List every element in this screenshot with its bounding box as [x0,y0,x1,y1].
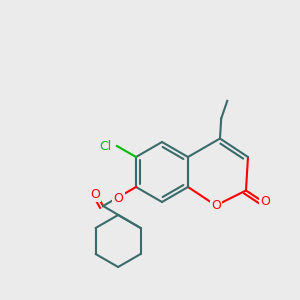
Text: O: O [113,191,123,205]
Text: O: O [211,199,221,212]
Text: O: O [261,195,271,208]
Text: O: O [90,188,100,201]
Text: Cl: Cl [100,140,112,152]
